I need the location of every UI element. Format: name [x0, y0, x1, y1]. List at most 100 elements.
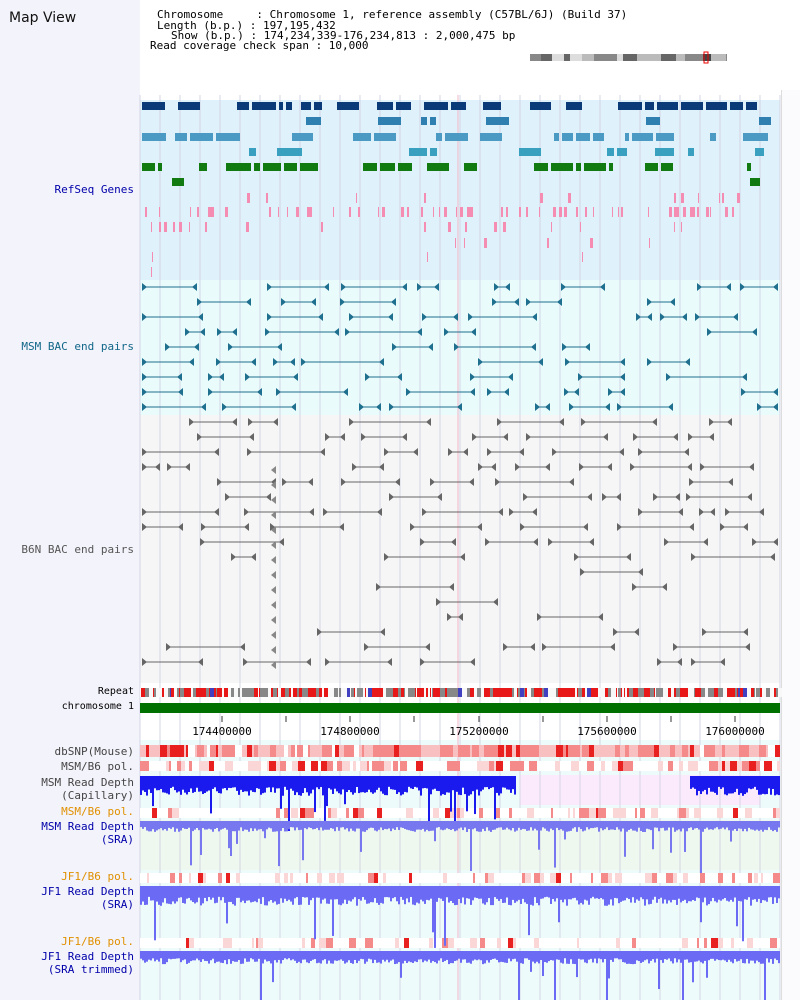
- msm-b6-pol-heat-cell: [477, 761, 482, 771]
- msm-sra-depth-bar: [426, 821, 428, 830]
- track-label-msm-b6-pol-2[interactable]: MSM/B6 pol.: [61, 805, 134, 818]
- repeat-segment: [174, 688, 177, 697]
- msm-b6-pol-heat-cell-2: [230, 808, 234, 818]
- jf1-trimmed-depth-bar: [598, 951, 600, 959]
- msm-sra-depth-bar: [538, 821, 540, 850]
- b6n-bac-pair-end: [687, 463, 692, 471]
- repeat-segment: [247, 688, 250, 697]
- refseq-gene-row-1: [681, 102, 703, 110]
- jf1-trimmed-depth-bar: [588, 951, 590, 960]
- track-label-msm-bac-end-pairs[interactable]: MSM BAC end pairs: [21, 340, 134, 353]
- msm-b6-pol-heat-cell-2: [640, 808, 645, 818]
- msm-b6-pol-heat-cell-2: [689, 808, 694, 818]
- jf1-b6-pol-heat-cell: [412, 873, 416, 883]
- msm-sra-depth-bar: [234, 821, 236, 832]
- refseq-minor-mark: [179, 222, 182, 232]
- track-label-refseq-genes[interactable]: RefSeq Genes: [54, 183, 134, 196]
- track-label-jf1-depth-sra-line2[interactable]: (SRA): [100, 898, 134, 911]
- jf1-sra-depth-bar: [740, 886, 742, 902]
- jf1-b6-pol-heat-cell-2: [566, 938, 573, 948]
- msm-b6-pol-heat-cell-2: [166, 808, 168, 818]
- jf1-b6-pol-heat-cell: [498, 873, 502, 883]
- msm-bac-pair-end: [185, 328, 190, 336]
- b6n-bac-pair-end: [197, 433, 202, 441]
- track-label-dbsnp[interactable]: dbSNP(Mouse): [54, 745, 134, 758]
- msm-b6-pol-heat-cell: [760, 761, 764, 771]
- msm-sra-depth-bar: [600, 821, 602, 829]
- jf1-sra-depth-bar: [600, 886, 602, 898]
- jf1-sra-depth-bar: [552, 886, 554, 899]
- jf1-b6-pol-heat-cell: [162, 873, 164, 883]
- track-label-chromosome[interactable]: chromosome 1: [61, 701, 134, 712]
- track-label-b6n-bac-end-pairs[interactable]: B6N BAC end pairs: [21, 543, 134, 556]
- track-label-msm-b6-pol-1[interactable]: MSM/B6 pol.: [61, 760, 134, 773]
- msm-capillary-depth-bar: [434, 776, 436, 789]
- repeat-segment: [538, 688, 542, 697]
- track-label-repeat[interactable]: Repeat: [97, 686, 134, 697]
- jf1-trimmed-depth-bar: [542, 951, 544, 977]
- msm-bac-pair-end: [208, 388, 213, 396]
- track-label-jf1-depth-sra-line1[interactable]: JF1 Read Depth: [41, 885, 134, 898]
- msm-capillary-depth-bar: [154, 776, 156, 789]
- jf1-sra-depth-bar: [220, 886, 222, 901]
- jf1-b6-pol-heat-cell-2: [426, 938, 429, 948]
- jf1-b6-pol-heat-cell: [430, 873, 436, 883]
- msm-b6-pol-heat-cell: [673, 761, 675, 771]
- msm-b6-pol-heat-cell: [423, 761, 426, 771]
- msm-sra-depth-bar: [710, 821, 712, 830]
- track-label-jf1-b6-pol-1[interactable]: JF1/B6 pol.: [61, 870, 134, 883]
- jf1-sra-depth-bar: [342, 886, 344, 904]
- repeat-segment: [200, 688, 201, 697]
- msm-capillary-depth-bar: [140, 776, 142, 795]
- track-label-msm-depth-sra-line1[interactable]: MSM Read Depth: [41, 820, 134, 833]
- track-label-msm-depth-sra-line2[interactable]: (SRA): [100, 833, 134, 846]
- jf1-b6-pol-heat-cell-2: [297, 938, 302, 948]
- msm-b6-pol-heat-cell: [698, 761, 704, 771]
- msm-bac-pair-end: [617, 403, 622, 411]
- msm-bac-pair-end: [508, 373, 513, 381]
- ideogram-band: [703, 54, 711, 61]
- jf1-b6-pol-heat-cell: [443, 873, 447, 883]
- dbsnp-heat-cell: [359, 745, 362, 757]
- jf1-trimmed-depth-bar: [738, 951, 740, 961]
- track-label-msm-depth-capillary-line1[interactable]: MSM Read Depth: [41, 776, 134, 789]
- msm-sra-depth-bar: [410, 821, 412, 831]
- msm-sra-depth-bar: [548, 821, 550, 832]
- msm-b6-pol-heat-cell: [489, 761, 494, 771]
- jf1-sra-depth-bar: [260, 886, 262, 904]
- refseq-minor-mark: [506, 207, 508, 217]
- track-label-jf1-depth-trimmed-line1[interactable]: JF1 Read Depth: [41, 950, 134, 963]
- msm-sra-depth-bar: [520, 821, 522, 830]
- repeat-segment: [582, 688, 585, 697]
- msm-b6-pol-heat-cell-2: [239, 808, 242, 818]
- refseq-gene-row-5: [427, 163, 449, 171]
- track-label-jf1-b6-pol-2[interactable]: JF1/B6 pol.: [61, 935, 134, 948]
- track-label-jf1-depth-trimmed-line2[interactable]: (SRA trimmed): [47, 963, 134, 976]
- jf1-sra-depth-bar: [668, 886, 670, 901]
- ideogram-band: [711, 54, 726, 61]
- msm-bac-pair-end: [574, 388, 579, 396]
- jf1-sra-depth-bar: [438, 886, 440, 898]
- jf1-sra-depth-bar: [682, 886, 684, 901]
- jf1-trimmed-depth-bar: [648, 951, 650, 964]
- jf1-trimmed-depth-bar: [148, 951, 150, 960]
- dbsnp-heat-cell: [568, 745, 573, 757]
- refseq-minor-mark: [448, 222, 451, 232]
- jf1-sra-depth-bar: [686, 886, 688, 904]
- jf1-trimmed-depth-bar: [198, 951, 200, 961]
- repeat-segment: [145, 688, 149, 697]
- msm-capillary-depth-bar: [446, 776, 448, 793]
- track-label-msm-depth-capillary-line2[interactable]: (Capillary): [61, 789, 134, 802]
- jf1-sra-depth-bar: [384, 886, 386, 898]
- jf1-trimmed-depth-bar: [420, 951, 422, 960]
- repeat-segment: [224, 688, 228, 697]
- ideogram-band: [570, 54, 582, 61]
- jf1-sra-depth-bar: [752, 886, 754, 900]
- msm-sra-depth-bar: [334, 821, 336, 832]
- dbsnp-heat-cell: [609, 745, 615, 757]
- msm-sra-depth-bar: [590, 821, 592, 829]
- msm-bac-pair-end: [189, 358, 194, 366]
- jf1-sra-depth-bar: [308, 886, 310, 905]
- jf1-b6-pol-heat-cell-2: [497, 938, 501, 948]
